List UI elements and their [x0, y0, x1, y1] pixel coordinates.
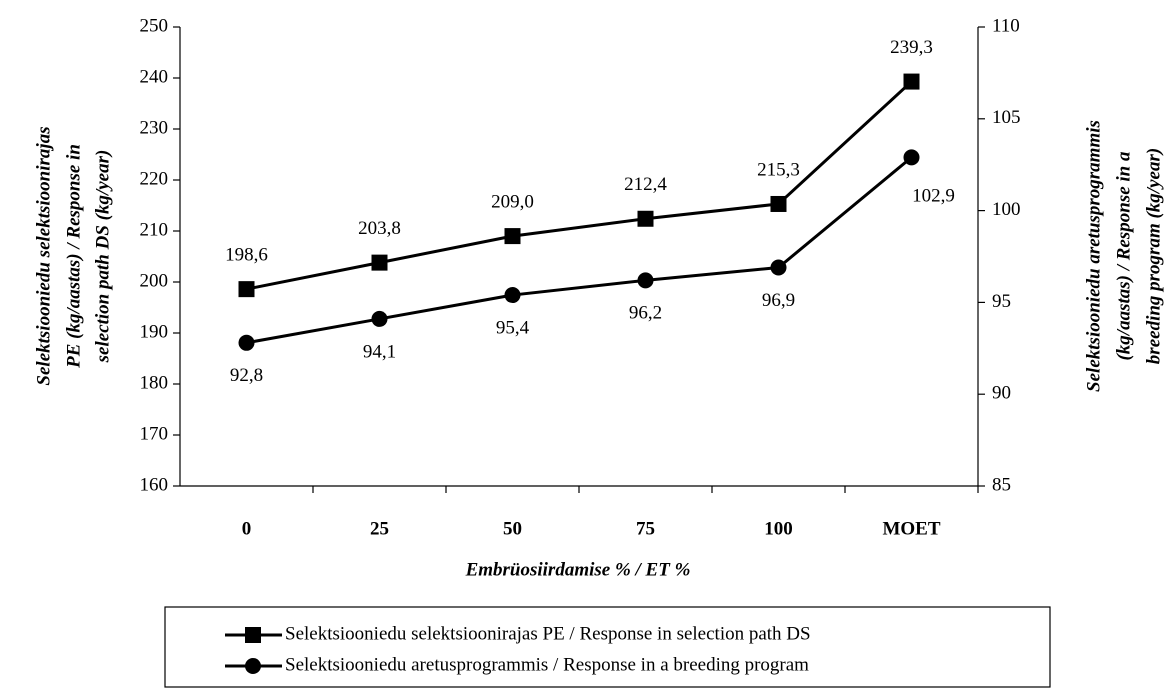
data-point	[770, 259, 787, 276]
data-point	[903, 73, 920, 90]
y-tick-label: 190	[140, 321, 169, 342]
legend-marker	[245, 658, 261, 674]
data-label: 94,1	[363, 341, 396, 362]
y2-axis-title: Selektsiooniedu aretusprogrammis	[1083, 120, 1104, 392]
data-label: 212,4	[624, 174, 667, 195]
y-tick-label: 210	[140, 219, 169, 240]
y-tick-label: 250	[140, 15, 169, 36]
data-point	[238, 334, 255, 351]
y2-tick-label: 105	[992, 107, 1021, 128]
y2-axis-title: (kg/aastas) / Response in a	[1113, 151, 1134, 361]
y2-tick-label: 90	[992, 383, 1011, 404]
y2-tick-label: 110	[992, 15, 1020, 36]
data-point	[637, 272, 654, 289]
data-point	[371, 310, 388, 327]
legend-marker	[245, 627, 261, 643]
x-tick-label: 25	[370, 518, 389, 539]
y-tick-label: 220	[140, 168, 169, 189]
x-tick-label: 100	[764, 518, 793, 539]
data-point	[504, 287, 521, 304]
y-axis-title: selection path DS (kg/year)	[92, 150, 113, 364]
data-point	[637, 210, 654, 227]
series-line	[246, 156, 913, 345]
data-point	[770, 195, 787, 212]
x-tick-label: MOET	[882, 518, 940, 539]
data-label: 203,8	[358, 218, 401, 239]
data-label: 96,2	[629, 303, 662, 324]
data-point	[903, 149, 920, 166]
data-point	[238, 281, 255, 298]
series-line	[246, 80, 913, 291]
data-label: 239,3	[890, 37, 933, 58]
x-tick-label: 0	[242, 518, 252, 539]
legend-label: Selektsiooniedu selektsioonirajas PE / R…	[285, 623, 811, 644]
y-tick-label: 180	[140, 372, 169, 393]
y2-tick-label: 100	[992, 199, 1021, 220]
data-label: 102,9	[912, 186, 955, 207]
y-tick-label: 160	[140, 474, 169, 495]
data-label: 92,8	[230, 365, 263, 386]
data-point	[371, 254, 388, 271]
x-axis-title: Embrüosiirdamise % / ET %	[465, 559, 691, 580]
y-tick-label: 240	[140, 66, 169, 87]
x-tick-label: 50	[503, 518, 522, 539]
y-tick-label: 230	[140, 117, 169, 138]
data-label: 209,0	[491, 191, 534, 212]
y-axis-title: PE (kg/aastas) / Response in	[63, 144, 84, 369]
y-tick-label: 170	[140, 423, 169, 444]
y2-axis-title: breeding program (kg/year)	[1143, 148, 1164, 364]
legend-label: Selektsiooniedu aretusprogrammis / Respo…	[285, 654, 809, 675]
data-label: 96,9	[762, 290, 795, 311]
data-label: 95,4	[496, 317, 530, 338]
x-tick-label: 75	[636, 518, 655, 539]
data-label: 215,3	[757, 159, 800, 180]
data-point	[504, 228, 521, 245]
y-axis-title: Selektsiooniedu selektsioonirajas	[33, 126, 54, 385]
y-tick-label: 200	[140, 270, 169, 291]
data-label: 198,6	[225, 244, 268, 265]
legend-box	[164, 606, 1051, 688]
y2-tick-label: 95	[992, 291, 1011, 312]
y2-tick-label: 85	[992, 474, 1011, 495]
